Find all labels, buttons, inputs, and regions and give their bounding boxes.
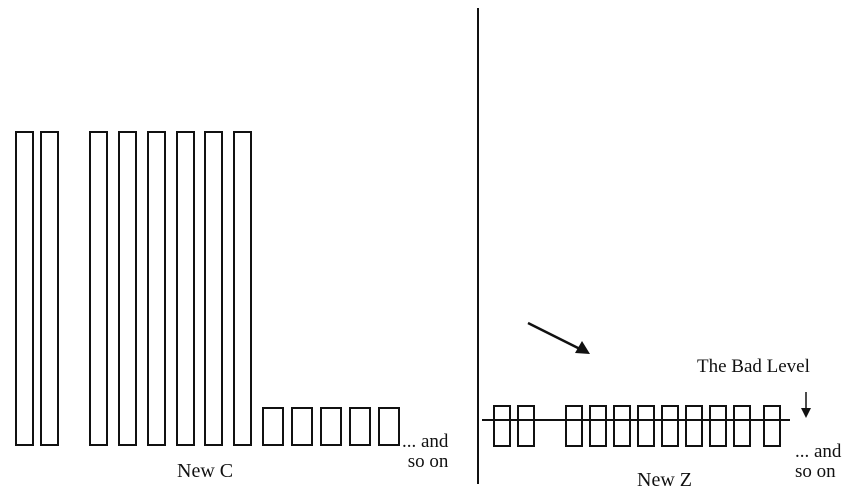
small-bar [493, 405, 511, 447]
left-continuation-text: ... and so on [402, 432, 448, 472]
tall-bar [89, 131, 108, 446]
pointer-arrow [527, 321, 590, 354]
right-continuation-text: ... and so on [795, 442, 841, 482]
tall-bar [176, 131, 195, 446]
small-bar [613, 405, 631, 447]
short-bar [262, 407, 284, 446]
small-bar [709, 405, 727, 447]
label-new-z: New Z [637, 469, 692, 491]
small-bar [763, 405, 781, 447]
short-bar [349, 407, 371, 446]
small-bar [637, 405, 655, 447]
small-bar [589, 405, 607, 447]
label-bad-level: The Bad Level [697, 356, 810, 377]
continuation-line-1: ... and [795, 441, 842, 462]
tall-bar [118, 131, 137, 446]
short-bar [291, 407, 313, 446]
tall-bar [40, 131, 59, 446]
small-bar [661, 405, 679, 447]
tall-bar [147, 131, 166, 446]
continuation-line-2: so on [795, 461, 836, 482]
tall-bar [15, 131, 34, 446]
small-bar [565, 405, 583, 447]
right-bar-group [493, 405, 781, 447]
small-bar [517, 405, 535, 447]
tall-bar [204, 131, 223, 446]
tall-bar [233, 131, 252, 446]
short-bar [320, 407, 342, 446]
short-bar [378, 407, 400, 446]
small-bar [733, 405, 751, 447]
continuation-line-2: so on [407, 451, 449, 472]
bad-level-arrow [801, 392, 811, 418]
continuation-line-1: ... and [402, 431, 449, 452]
small-bar [685, 405, 703, 447]
label-new-c: New C [177, 460, 234, 482]
left-bar-group [15, 131, 400, 446]
